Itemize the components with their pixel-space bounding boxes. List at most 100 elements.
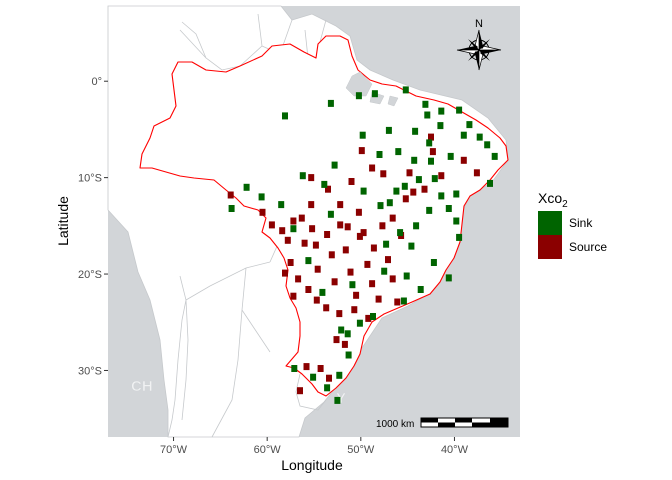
sink-point: [422, 100, 429, 108]
sink-point: [345, 351, 352, 359]
background-label-uruguay: Y: [336, 390, 346, 407]
sink-point: [426, 206, 433, 214]
x-axis-title: Longitude: [281, 457, 343, 473]
x-axis-ticks: 70°W 60°W 50°W 40°W: [160, 437, 469, 456]
sink-point: [336, 371, 343, 379]
scale-bar-segment: [455, 418, 472, 423]
country-borders-south: [167, 243, 279, 438]
source-point: [356, 232, 363, 240]
source-point: [342, 246, 349, 254]
source-point: [355, 208, 362, 216]
sink-point: [424, 111, 431, 119]
source-point: [308, 174, 315, 182]
scale-bar-segment: [472, 422, 490, 427]
source-point: [337, 221, 344, 229]
compass-point-diagonal: [468, 51, 478, 61]
source-point: [344, 223, 351, 231]
y-tick-label: 20°S: [78, 269, 102, 281]
sink-point: [460, 131, 467, 139]
source-point: [438, 172, 445, 180]
source-point: [402, 195, 409, 203]
sink-point: [327, 99, 334, 107]
sink-point: [466, 121, 473, 129]
source-point: [369, 280, 376, 288]
source-point: [385, 256, 391, 264]
sink-point: [386, 199, 393, 207]
background-label-chile: CH: [131, 378, 153, 395]
sink-point: [291, 365, 298, 372]
sink-point: [355, 92, 362, 100]
sink-point: [491, 152, 498, 160]
source-point: [410, 188, 417, 196]
source-point: [290, 292, 297, 300]
source-point: [290, 217, 297, 225]
brazil-outline: [139, 35, 509, 397]
sink-point: [360, 187, 367, 195]
sink-point: [411, 156, 418, 164]
source-point: [429, 148, 436, 156]
x-tick-label: 60°W: [254, 444, 282, 456]
source-point: [313, 296, 320, 304]
sink-point: [453, 190, 460, 198]
source-point: [279, 227, 286, 235]
y-tick-label: 0°: [91, 76, 102, 88]
sink-point: [438, 107, 445, 115]
sink-point: [437, 122, 444, 130]
sink-point: [415, 176, 422, 184]
source-point: [287, 259, 294, 266]
sink-point: [445, 274, 452, 282]
sink-point: [395, 148, 402, 156]
compass-point-south: [475, 50, 479, 70]
source-point: [309, 225, 316, 233]
sink-point: [383, 240, 390, 248]
sink-point: [417, 286, 424, 293]
sink-point: [278, 201, 285, 209]
legend: Xco2 Sink Source: [538, 190, 607, 259]
sink-point: [319, 288, 326, 296]
source-point: [282, 269, 288, 277]
source-point: [428, 133, 434, 141]
source-point: [303, 363, 310, 371]
compass-point-diagonal: [468, 39, 478, 49]
sink-point: [359, 131, 366, 139]
sink-point: [349, 281, 356, 289]
source-point: [333, 336, 340, 344]
source-point: [348, 178, 355, 185]
north-arrow-icon: N: [456, 18, 502, 71]
sink-point: [331, 161, 338, 169]
sink-point: [408, 242, 415, 250]
sink-point: [338, 326, 345, 334]
source-point: [305, 286, 312, 293]
source-point: [301, 239, 308, 247]
legend-title: Xco2: [538, 190, 568, 210]
source-point: [347, 268, 354, 276]
source-point: [227, 191, 234, 199]
sink-point: [431, 175, 438, 183]
source-point: [297, 387, 303, 395]
compass-point-diagonal: [480, 51, 490, 61]
source-point: [331, 278, 338, 286]
north-label: N: [475, 18, 483, 30]
scale-bar-segment: [490, 418, 508, 427]
sink-point: [356, 319, 363, 327]
y-tick-label: 10°S: [78, 173, 102, 185]
source-point: [380, 170, 387, 178]
legend-swatch-source: [538, 235, 562, 259]
source-point: [360, 229, 367, 237]
y-axis-title: Latitude: [55, 196, 71, 246]
x-tick-label: 70°W: [160, 444, 188, 456]
source-point: [394, 298, 401, 306]
sink-point: [426, 139, 433, 147]
scale-bar: 1000 km: [376, 417, 509, 430]
sink-point: [305, 257, 312, 265]
sink-point: [385, 126, 392, 134]
scale-bar-segment: [438, 422, 455, 427]
source-point: [370, 244, 377, 252]
source-point: [324, 231, 331, 238]
sink-point: [476, 133, 483, 141]
legend-swatch-sink: [538, 211, 562, 235]
legend-label-sink: Sink: [569, 216, 593, 230]
sink-point: [324, 384, 331, 392]
source-point: [325, 185, 331, 193]
